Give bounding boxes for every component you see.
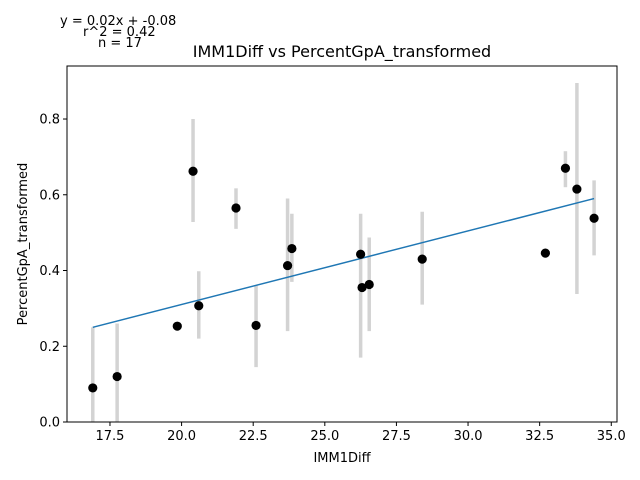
fit-line-group: [92, 197, 595, 329]
regression-line: [92, 197, 595, 329]
x-tick-label-6: 32.5: [525, 429, 554, 444]
y-axis-label: PercentGpA_transformed: [16, 163, 31, 326]
x-axis-ticks: 17.5 20.0 22.5 25.0 27.5 30.0 32.5 35.0: [95, 422, 626, 444]
y-tick-label-0: 0.0: [39, 416, 60, 431]
data-point-3: [188, 166, 198, 176]
y-axis-ticks: 0.0 0.2 0.4 0.6 0.8: [39, 113, 67, 431]
n-count-label: n = 17: [98, 36, 142, 51]
y-tick-label-3: 0.6: [39, 188, 60, 203]
data-point-11: [364, 279, 374, 290]
points-group: [88, 163, 599, 393]
x-tick-label-7: 35.0: [597, 429, 626, 444]
data-point-13: [540, 248, 550, 258]
y-tick-label-1: 0.2: [39, 340, 60, 355]
data-point-0: [88, 383, 98, 393]
data-point-1: [112, 371, 122, 382]
chart-title: IMM1Diff vs PercentGpA_transformed: [193, 42, 491, 62]
r-squared-label: r^2 = 0.42: [83, 25, 156, 40]
data-point-12: [417, 254, 427, 264]
errorbars-group: [91, 83, 596, 422]
y-tick-label-4: 0.8: [39, 113, 60, 128]
y-tick-label-2: 0.4: [39, 264, 60, 279]
data-point-7: [282, 260, 293, 271]
x-tick-label-2: 22.5: [239, 429, 268, 444]
data-point-8: [287, 243, 297, 254]
data-point-4: [194, 301, 204, 311]
data-point-16: [589, 213, 599, 223]
x-tick-label-1: 20.0: [167, 429, 196, 444]
data-point-6: [251, 320, 261, 331]
regression-equation: y = 0.02x + -0.08: [60, 14, 176, 29]
x-tick-label-5: 30.0: [454, 429, 483, 444]
data-point-2: [172, 321, 182, 331]
x-tick-label-0: 17.5: [95, 429, 124, 444]
data-point-10: [357, 282, 367, 293]
x-tick-label-3: 25.0: [310, 429, 339, 444]
data-point-5: [231, 203, 241, 213]
x-axis-label: IMM1Diff: [313, 451, 371, 466]
data-point-14: [560, 163, 571, 173]
plot-frame: [66, 65, 618, 423]
x-tick-label-4: 27.5: [382, 429, 411, 444]
data-point-9: [356, 249, 366, 259]
data-point-15: [572, 184, 582, 194]
